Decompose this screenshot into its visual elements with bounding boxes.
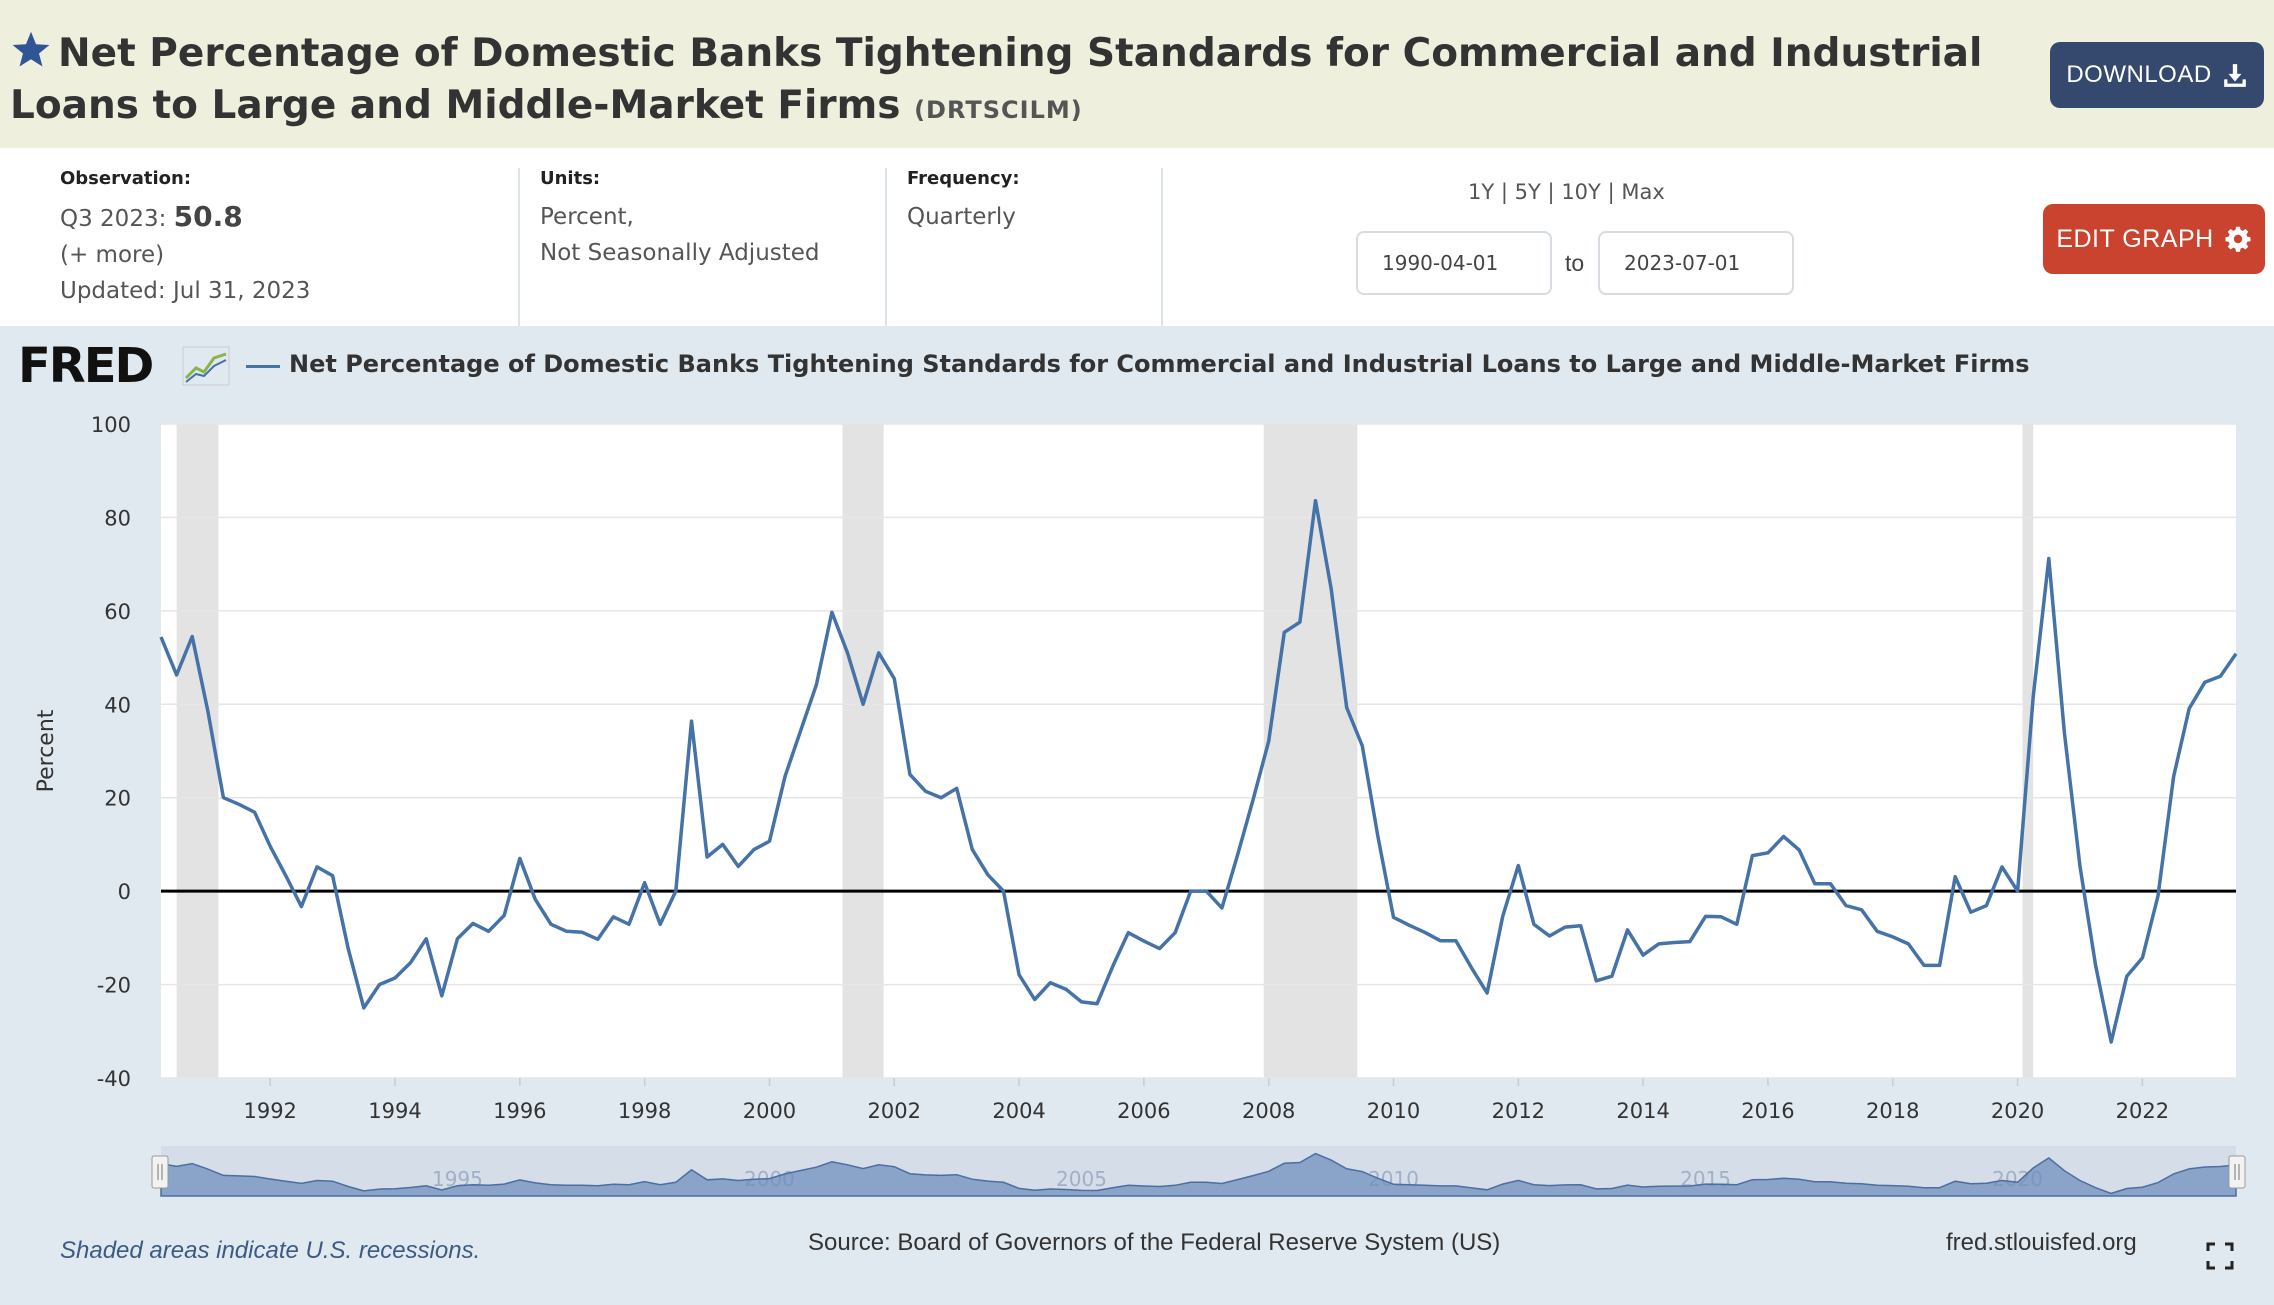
series-metadata: Observation: Q3 2023: 50.8 (+ more) Upda…	[0, 148, 2274, 326]
y-axis-label: Percent	[34, 709, 59, 792]
divider	[885, 168, 887, 326]
y-axis: -40 -20 0 20 40 60 80 100	[91, 413, 131, 1091]
frequency-block: Frequency: Quarterly	[907, 168, 1020, 235]
page-title: Net Percentage of Domestic Banks Tighten…	[10, 30, 2000, 134]
y-tick-label: 80	[104, 506, 131, 530]
legend-line	[246, 365, 280, 368]
site-link[interactable]: fred.stlouisfed.org	[1946, 1229, 2137, 1256]
x-tick-label: 2004	[992, 1099, 1045, 1123]
x-tick-label: 2006	[1117, 1099, 1170, 1123]
download-button[interactable]: DOWNLOAD	[2050, 42, 2264, 108]
edit-graph-button[interactable]: EDIT GRAPH	[2043, 204, 2265, 274]
to-label: to	[1565, 250, 1585, 276]
source-text: Source: Board of Governors of the Federa…	[808, 1229, 1501, 1256]
end-date-input[interactable]: 2023-07-01	[1598, 231, 1794, 295]
start-date-input[interactable]: 1990-04-01	[1356, 231, 1552, 295]
x-tick-label: 2022	[2116, 1099, 2169, 1123]
fred-logo-icon	[182, 346, 230, 386]
fred-logo: FRED	[18, 338, 154, 394]
y-tick-label: -40	[97, 1067, 131, 1091]
units-label: Units:	[540, 168, 601, 189]
x-tick-label: 1994	[368, 1099, 421, 1123]
units-line2: Not Seasonally Adjusted	[540, 240, 820, 266]
x-tick-label: 2018	[1866, 1099, 1919, 1123]
units-line1: Percent,	[540, 204, 634, 230]
series-line	[159, 498, 2238, 1044]
x-tick-label: 1996	[493, 1099, 546, 1123]
divider	[1161, 168, 1163, 326]
x-tick-label: 1998	[618, 1099, 671, 1123]
gear-icon	[2225, 226, 2251, 252]
x-tick-label: 2008	[1242, 1099, 1295, 1123]
range-max[interactable]: Max	[1621, 180, 1665, 204]
units-block: Units: Percent, Not Seasonally Adjusted	[540, 168, 820, 271]
x-tick-label: 2002	[868, 1099, 921, 1123]
observation-period: Q3 2023:	[60, 206, 167, 232]
navigator-right-handle[interactable]	[2228, 1155, 2246, 1189]
updated-date: Updated: Jul 31, 2023	[60, 278, 311, 304]
download-icon	[2223, 64, 2246, 87]
recession-band	[1263, 424, 1358, 1078]
line-chart[interactable]: -40 -20 0 20 40 60 80 100 1992 1994 1996 1998 2000 2…	[0, 0, 2274, 1230]
y-tick-label: 40	[104, 693, 131, 717]
x-axis: 1992 1994 1996 1998 2000 2002 2004 2006 2008 2010…	[243, 1078, 2169, 1123]
navigator[interactable]: 199520002005201020152020	[151, 1146, 2246, 1197]
recession-band	[176, 424, 219, 1078]
download-label: DOWNLOAD	[2066, 61, 2212, 88]
range-1y[interactable]: 1Y	[1468, 180, 1495, 204]
fullscreen-icon[interactable]	[2206, 1242, 2234, 1270]
x-tick-label: 2016	[1741, 1099, 1794, 1123]
series-id: (DRTSCILM)	[914, 96, 1083, 124]
recession-band	[842, 424, 884, 1078]
x-tick-label: 2012	[1492, 1099, 1545, 1123]
x-tick-label: 2020	[1991, 1099, 2044, 1123]
page-header: Net Percentage of Domestic Banks Tighten…	[0, 0, 2274, 148]
grid	[161, 423, 2236, 1079]
recession-note: Shaded areas indicate U.S. recessions.	[60, 1237, 481, 1264]
x-tick-label: 2014	[1616, 1099, 1669, 1123]
more-link[interactable]: (+ more)	[60, 242, 165, 268]
frequency-label: Frequency:	[907, 168, 1020, 189]
range-10y[interactable]: 10Y	[1561, 180, 1601, 204]
x-tick-label: 2000	[743, 1099, 796, 1123]
title-text: Net Percentage of Domestic Banks Tighten…	[10, 31, 1983, 128]
star-icon[interactable]	[10, 30, 52, 82]
legend-label: Net Percentage of Domestic Banks Tighten…	[289, 350, 2030, 378]
y-tick-label: 60	[104, 600, 131, 624]
range-links: 1Y | 5Y | 10Y | Max	[1468, 180, 1665, 204]
y-tick-label: 100	[91, 413, 131, 437]
y-tick-label: 20	[104, 787, 131, 811]
frequency-value: Quarterly	[907, 204, 1016, 230]
fred-logo-text: FRED	[18, 338, 154, 394]
x-tick-label: 1992	[243, 1099, 296, 1123]
y-tick-label: 0	[118, 880, 131, 904]
observation-value: 50.8	[173, 200, 243, 233]
divider	[518, 168, 520, 326]
observation-label: Observation:	[60, 168, 192, 189]
navigator-area	[160, 1152, 2237, 1197]
x-tick-label: 2010	[1367, 1099, 1420, 1123]
plot-area	[161, 424, 2236, 1078]
observation-block: Observation: Q3 2023: 50.8 (+ more) Upda…	[60, 168, 310, 309]
range-5y[interactable]: 5Y	[1514, 180, 1541, 204]
edit-graph-label: EDIT GRAPH	[2056, 224, 2214, 253]
navigator-left-handle[interactable]	[151, 1155, 169, 1189]
y-tick-label: -20	[97, 974, 131, 998]
navigator-label: 2005	[1056, 1167, 1107, 1191]
